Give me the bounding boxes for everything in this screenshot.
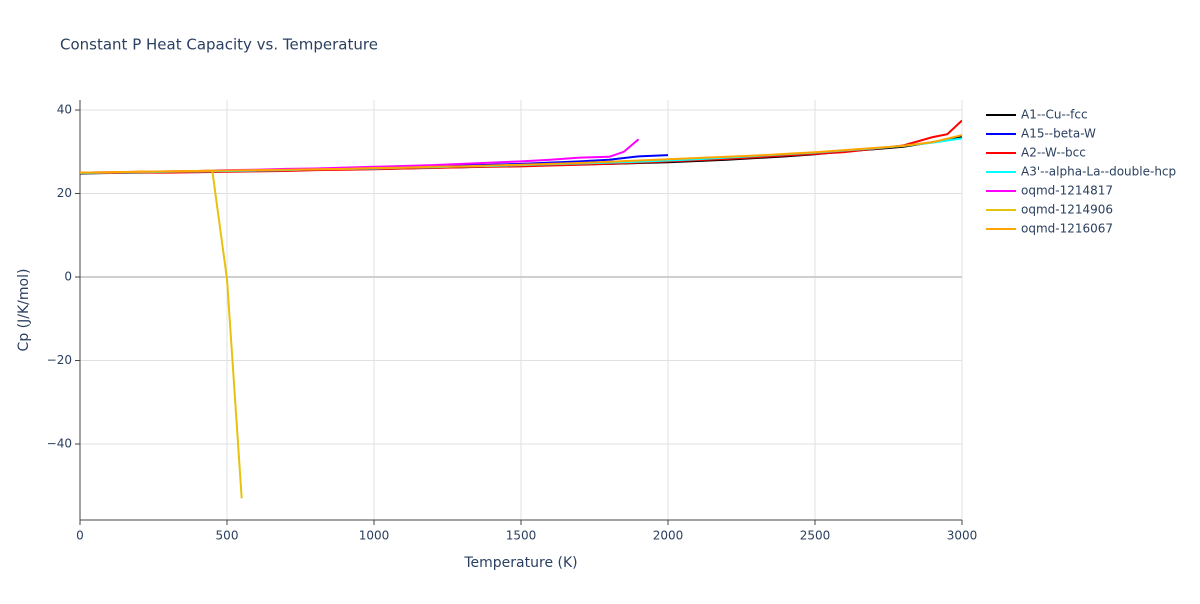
legend-item[interactable]: A2--W--bcc (986, 146, 1086, 160)
legend-item[interactable]: A15--beta-W (986, 127, 1096, 141)
legend-item[interactable]: A1--Cu--fcc (986, 108, 1088, 122)
y-tick-label: 40 (57, 103, 72, 117)
legend-item[interactable]: oqmd-1214906 (986, 203, 1113, 217)
x-tick-label: 3000 (947, 529, 978, 543)
x-tick-label: 1000 (359, 529, 390, 543)
legend-label: oqmd-1214906 (1021, 203, 1113, 217)
legend-item[interactable]: oqmd-1214817 (986, 184, 1113, 198)
plot-area (80, 119, 962, 499)
legend-label: A2--W--bcc (1021, 146, 1086, 160)
legend-label: A3'--alpha-La--double-hcp (1021, 165, 1176, 179)
y-tick-label: 20 (57, 186, 72, 200)
x-tick-label: 0 (76, 529, 84, 543)
legend-label: A1--Cu--fcc (1021, 108, 1088, 122)
legend-label: A15--beta-W (1021, 127, 1096, 141)
y-axis-title: Cp (J/K/mol) (16, 269, 32, 352)
x-tick-label: 2000 (653, 529, 684, 543)
x-tick-label: 1500 (506, 529, 537, 543)
x-axis-title: Temperature (K) (463, 555, 577, 571)
x-tick-label: 500 (216, 529, 239, 543)
x-tick-label: 2500 (800, 529, 831, 543)
legend: A1--Cu--fcc A15--beta-W A2--W--bcc A3'--alp… (986, 108, 1176, 236)
y-tick-label: −20 (47, 353, 72, 367)
legend-label: oqmd-1216067 (1021, 222, 1113, 236)
series-line (80, 134, 962, 174)
legend-label: oqmd-1214817 (1021, 184, 1113, 198)
y-tick-label: 0 (64, 270, 72, 284)
legend-item[interactable]: A3'--alpha-La--double-hcp (986, 165, 1176, 179)
y-tick-label: −40 (47, 437, 72, 451)
chart-title: Constant P Heat Capacity vs. Temperature (60, 36, 378, 54)
grid: 0 500 1000 1500 2000 2500 3000 −40 −20 0 20 40 (47, 100, 978, 543)
legend-item[interactable]: oqmd-1216067 (986, 222, 1113, 236)
